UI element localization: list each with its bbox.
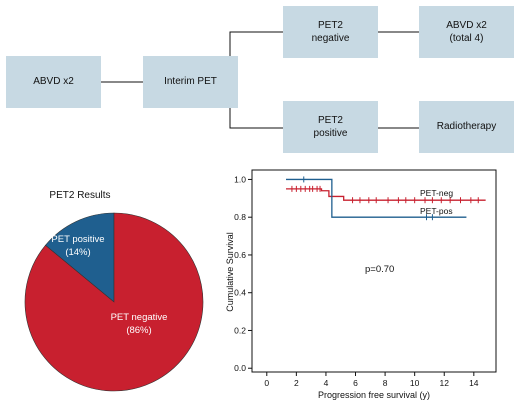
box-pet2-positive-line2: positive [313, 128, 348, 139]
km-ytick-label: 0.0 [234, 363, 246, 373]
pie-slices [24, 212, 204, 392]
pie-percent-negative: (86%) [126, 325, 151, 336]
pie-slice-negative [24, 212, 204, 392]
box-abvd-total-4: ABVD x2 (total 4) [419, 6, 514, 58]
km-xtick-label: 10 [410, 378, 420, 388]
box-radiotherapy: Radiotherapy [419, 101, 514, 153]
km-line-pet-pos [286, 178, 467, 218]
box-abvd-total-4-line2: (total 4) [449, 33, 484, 44]
km-xtick-label: 0 [264, 378, 269, 388]
km-legend-pet-pos: PET-pos [420, 206, 453, 216]
km-ytick-label: 1.0 [234, 174, 246, 184]
box-pet2-positive: PET2 positive [283, 101, 378, 153]
km-pvalue: p=0.70 [365, 264, 394, 275]
pie-label-positive: PET positive [51, 234, 104, 245]
km-ytick-label: 0.4 [234, 288, 246, 298]
km-ytick-label: 0.2 [234, 325, 246, 335]
km-xlabel: Progression free survival (y) [318, 390, 430, 400]
km-plot-frame [251, 169, 497, 373]
km-xtick-label: 12 [440, 378, 450, 388]
km-xtick-label: 6 [353, 378, 358, 388]
box-pet2-positive-line1: PET2 [317, 114, 343, 126]
box-pet2-negative-line2: negative [311, 33, 350, 44]
box-abvd-total-4-line1: ABVD x2 [446, 19, 487, 31]
pie-title: PET2 Results [49, 190, 110, 201]
km-lines [286, 176, 486, 221]
km-ylabel: Cumulative Survival [225, 232, 235, 312]
box-pet2-negative-line1: PET2 [317, 19, 343, 31]
km-xtick-label: 2 [294, 378, 299, 388]
km-legend-pet-neg: PET-neg [420, 188, 453, 198]
km-ytick-label: 0.6 [234, 250, 246, 260]
km-ytick-label: 0.8 [234, 212, 246, 222]
km-line-pet-neg [286, 188, 486, 201]
km-xtick-label: 8 [383, 378, 388, 388]
box-radiotherapy-label: Radiotherapy [436, 121, 497, 133]
survival-chart: 0 2 4 6 8 10 12 14 0.0 0.2 0.4 0.6 0.8 1.0 Cumulative… [225, 169, 497, 400]
box-interim-pet: Interim PET [143, 56, 238, 108]
box-pet2-negative: PET2 negative [283, 6, 378, 58]
box-abvd-x2: ABVD x2 [6, 56, 101, 108]
km-xtick-label: 4 [324, 378, 329, 388]
pie-label-negative: PET negative [111, 312, 168, 323]
pie-slice-positive [45, 212, 115, 303]
box-interim-pet-label: Interim PET [164, 76, 217, 88]
km-axes: 0 2 4 6 8 10 12 14 0.0 0.2 0.4 0.6 0.8 1.0 [234, 169, 497, 388]
pie-chart: PET2 Results PET positive (14%) PET nega… [24, 190, 204, 392]
km-xtick-label: 14 [469, 378, 479, 388]
pie-percent-positive: (14%) [65, 247, 90, 258]
box-abvd-x2-label: ABVD x2 [33, 76, 74, 88]
